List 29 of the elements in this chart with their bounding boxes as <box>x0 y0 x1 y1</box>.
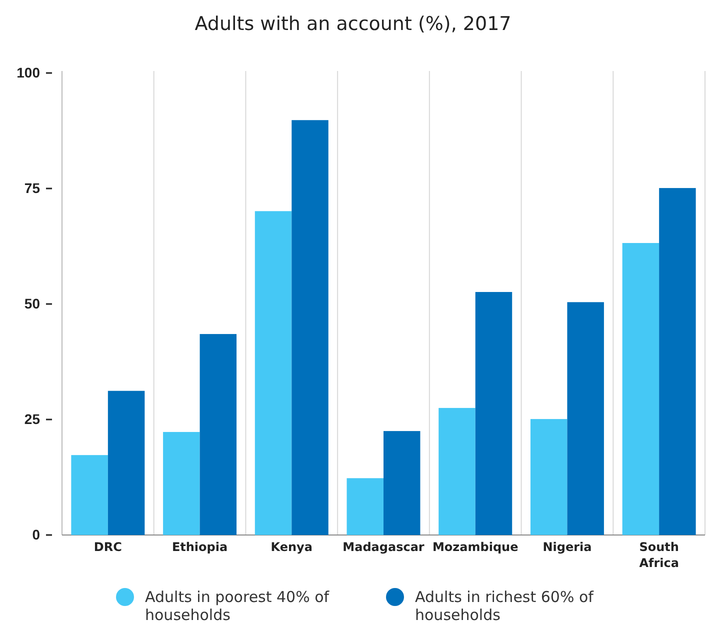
bar <box>622 243 660 535</box>
legend-label: Adults in richest 60% of households <box>415 588 594 624</box>
bar <box>659 188 696 535</box>
y-tick-label: 25 <box>24 410 40 427</box>
bar <box>346 478 384 535</box>
x-tick-label: Mozambique <box>432 540 518 554</box>
y-tick-label: 50 <box>24 295 40 312</box>
bar <box>530 419 568 535</box>
legend-label: Adults in poorest 40% of households <box>145 588 330 624</box>
x-tick-label: DRC <box>94 540 122 554</box>
y-tick-label: 0 <box>32 526 40 542</box>
bar <box>475 292 512 535</box>
chart-title: Adults with an account (%), 2017 <box>194 13 512 35</box>
bar <box>200 334 237 535</box>
x-tick-label: South Africa <box>639 540 679 570</box>
y-tick-label: 100 <box>16 64 40 80</box>
x-tick-label: Ethiopia <box>172 540 228 554</box>
x-tick-label: Nigeria <box>542 540 592 554</box>
x-tick-label: Madagascar <box>342 540 424 554</box>
bar <box>71 455 108 535</box>
y-tick-label: 75 <box>24 180 40 196</box>
bar <box>254 211 292 535</box>
bar <box>384 431 420 535</box>
x-tick-label: Kenya <box>270 540 312 554</box>
bar <box>567 302 604 535</box>
bar <box>108 390 145 535</box>
bar <box>163 432 200 535</box>
bar <box>292 120 328 535</box>
bar <box>438 408 476 535</box>
